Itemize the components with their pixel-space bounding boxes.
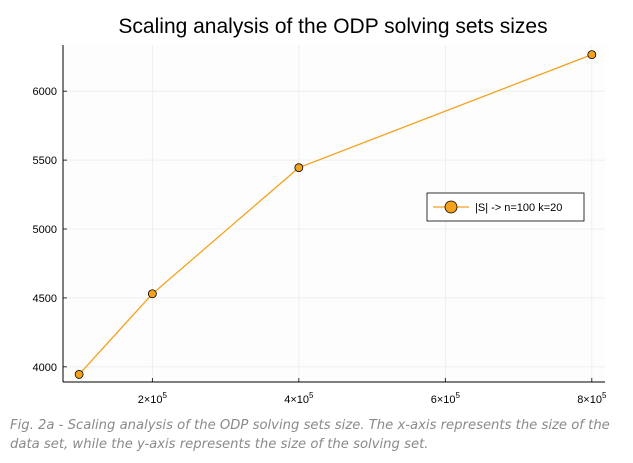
data-point (147, 289, 157, 299)
data-point (294, 163, 304, 173)
chart-title: Scaling analysis of the ODP solving sets… (118, 15, 547, 38)
y-tick-label: 5500 (33, 155, 57, 167)
figure-caption: Fig. 2a - Scaling analysis of the ODP so… (10, 418, 610, 452)
y-tick-label: 5000 (33, 224, 57, 236)
legend-label: |S| -> n=100 k=20 (475, 202, 562, 214)
x-tick-label: 6×105 (431, 391, 461, 406)
line-chart: 4000 4500 5000 5500 6000 2×105 4×105 6×105 8×105… (33, 15, 607, 406)
legend: |S| -> n=100 k=20 (426, 192, 585, 222)
y-tick-label: 6000 (33, 86, 57, 98)
series-line (78, 53, 593, 375)
x-tick-label: 2×105 (138, 391, 168, 406)
chart-area: 4000 4500 5000 5500 6000 2×105 4×105 6×105 8×105… (33, 15, 607, 406)
legend-marker (444, 200, 458, 214)
x-tick-label: 4×105 (284, 391, 314, 406)
series-group (74, 50, 597, 379)
data-point (587, 50, 597, 60)
y-tick-label: 4500 (33, 293, 57, 305)
x-tick-label: 8×105 (577, 391, 607, 406)
axis-ticks: 4000 4500 5000 5500 6000 2×105 4×105 6×105 8×105 (33, 86, 607, 406)
data-point (74, 370, 84, 379)
y-tick-label: 4000 (33, 362, 57, 374)
